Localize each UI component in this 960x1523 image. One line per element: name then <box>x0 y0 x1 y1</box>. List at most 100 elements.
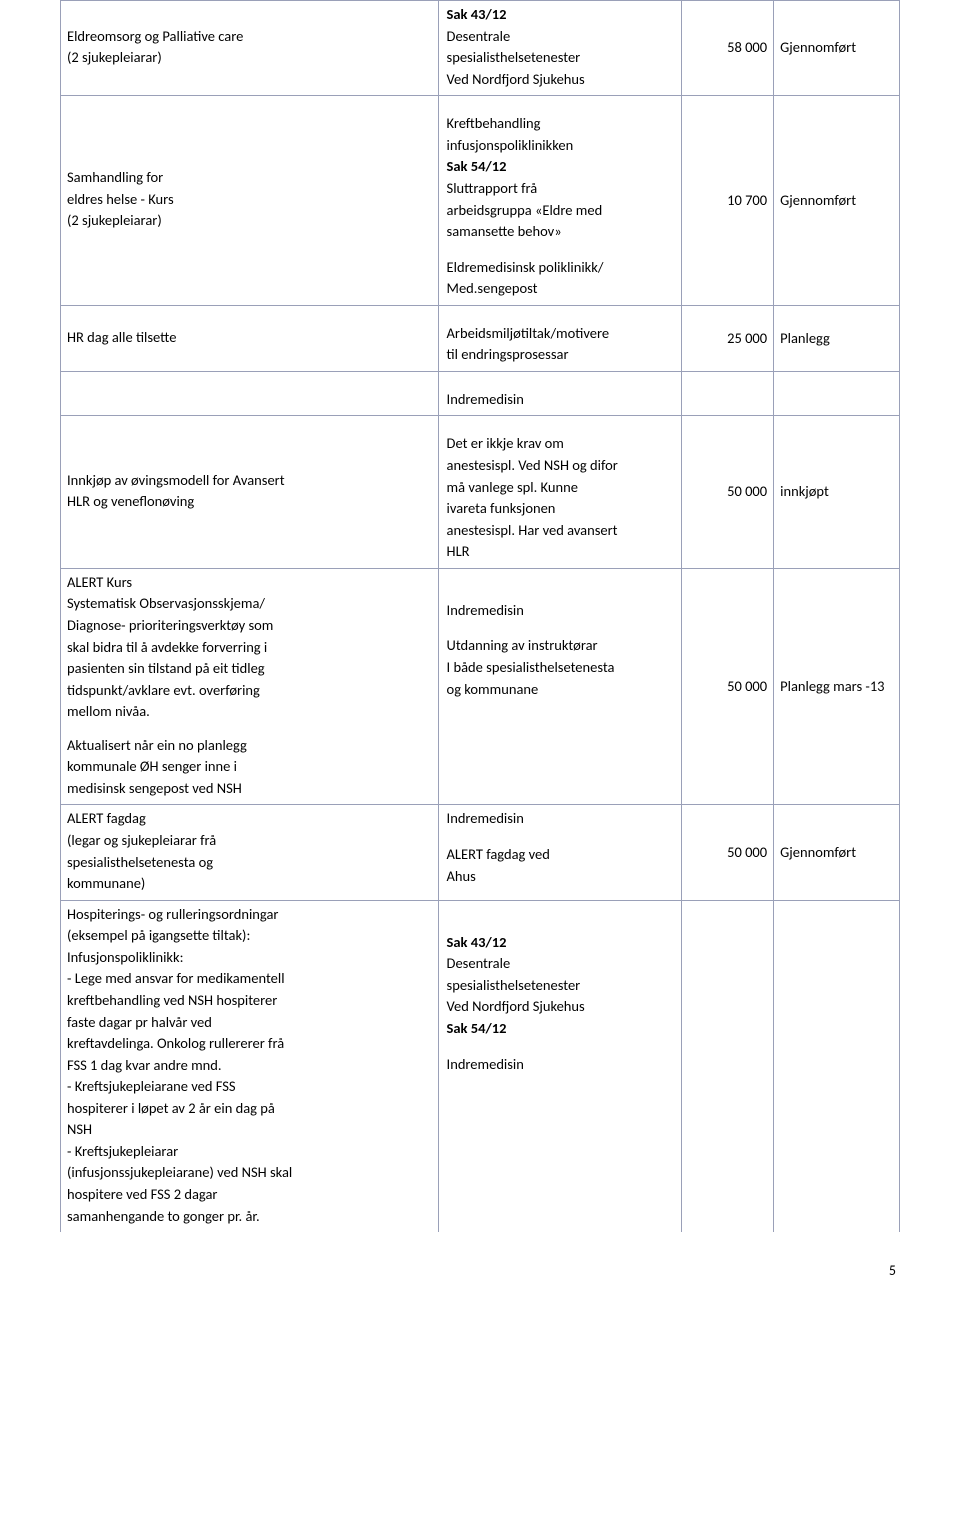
table-row: Indremedisin <box>61 371 900 416</box>
page-number: 5 <box>60 1262 900 1279</box>
cell-col2: Indremedisin <box>438 371 681 416</box>
cell-col2: Sak 43/12Desentralespesialisthelsetenest… <box>438 900 681 1232</box>
table-row: Eldreomsorg og Palliative care(2 sjukepl… <box>61 1 900 96</box>
cell-amount <box>681 900 773 1232</box>
cell-col2: Sak 43/12Desentralespesialisthelsetenest… <box>438 1 681 96</box>
text-line: spesialisthelsetenesta og <box>67 853 432 873</box>
cell-col1: Eldreomsorg og Palliative care(2 sjukepl… <box>61 1 439 96</box>
text-line: samansette behov» <box>447 222 675 242</box>
text-line: (legar og sjukepleiarar frå <box>67 831 432 851</box>
document-table: Eldreomsorg og Palliative care(2 sjukepl… <box>60 0 900 1232</box>
spacer <box>447 905 675 919</box>
text-line: ALERT fagdag <box>67 809 432 829</box>
text-line: Samhandling for <box>67 168 432 188</box>
text-line: skal bidra til å avdekke forverring i <box>67 638 432 658</box>
cell-col2: KreftbehandlinginfusjonspoliklinikkenSak… <box>438 96 681 306</box>
text-line: ALERT fagdag ved <box>447 845 675 865</box>
text-line: anestesispl. Har ved avansert <box>447 521 675 541</box>
spacer <box>447 376 675 390</box>
text-line: kreftbehandling ved NSH hospiterer <box>67 991 432 1011</box>
text-line: HLR og veneflonøving <box>67 492 432 512</box>
spacer <box>447 244 675 258</box>
text-line: (2 sjukepleiarar) <box>67 48 432 68</box>
text-line: Sak 43/12 <box>447 933 675 953</box>
text-line: Arbeidsmiljøtiltak/motivere <box>447 324 675 344</box>
text-line: Desentrale <box>447 27 675 47</box>
spacer <box>447 1041 675 1055</box>
cell-status: Gjennomført <box>774 805 900 900</box>
text-line: ivareta funksjonen <box>447 499 675 519</box>
text-line: Ahus <box>447 867 675 887</box>
cell-col1: Samhandling foreldres helse - Kurs(2 sju… <box>61 96 439 306</box>
text-line: kreftavdelinga. Onkolog rullererer frå <box>67 1034 432 1054</box>
cell-col1: ALERT fagdag(legar og sjukepleiarar frås… <box>61 805 439 900</box>
cell-col2: IndremedisinALERT fagdag vedAhus <box>438 805 681 900</box>
text-line: ALERT Kurs <box>67 573 432 593</box>
text-line: HR dag alle tilsette <box>67 328 432 348</box>
cell-amount: 58 000 <box>681 1 773 96</box>
text-line: Indremedisin <box>447 390 675 410</box>
text-line: medisinsk sengepost ved NSH <box>67 779 432 799</box>
cell-amount: 25 000 <box>681 305 773 371</box>
text-line: og kommunane <box>447 680 675 700</box>
text-line: - Kreftsjukepleiarane ved FSS <box>67 1077 432 1097</box>
text-line: spesialisthelsetenester <box>447 48 675 68</box>
text-line: Det er ikkje krav om <box>447 434 675 454</box>
text-line: Med.sengepost <box>447 279 675 299</box>
text-line: NSH <box>67 1120 432 1140</box>
text-line: Eldreomsorg og Palliative care <box>67 27 432 47</box>
text-line: eldres helse - Kurs <box>67 190 432 210</box>
spacer <box>447 919 675 933</box>
text-line: Ved Nordfjord Sjukehus <box>447 997 675 1017</box>
cell-col2: IndremedisinUtdanning av instruktørarI b… <box>438 568 681 805</box>
text-line: til endringsprosessar <box>447 345 675 365</box>
cell-status: Gjennomført <box>774 96 900 306</box>
text-line <box>67 376 432 386</box>
text-line: FSS 1 dag kvar andre mnd. <box>67 1056 432 1076</box>
text-line: pasienten sin tilstand på eit tidleg <box>67 659 432 679</box>
spacer <box>447 573 675 587</box>
table-row: Samhandling foreldres helse - Kurs(2 sju… <box>61 96 900 306</box>
text-line: kommunale ØH senger inne i <box>67 757 432 777</box>
cell-col1: Hospiterings- og rulleringsordningar(eks… <box>61 900 439 1232</box>
cell-status: Planlegg mars -13 <box>774 568 900 805</box>
spacer <box>447 310 675 324</box>
spacer <box>447 831 675 845</box>
text-line: Innkjøp av øvingsmodell for Avansert <box>67 471 432 491</box>
text-line: kommunane) <box>67 874 432 894</box>
text-line <box>67 724 432 734</box>
text-line: - Lege med ansvar for medikamentell <box>67 969 432 989</box>
text-line: Utdanning av instruktørar <box>447 636 675 656</box>
cell-col2: Det er ikkje krav omanestesispl. Ved NSH… <box>438 416 681 568</box>
text-line: Eldremedisinsk poliklinikk/ <box>447 258 675 278</box>
text-line: må vanlege spl. Kunne <box>447 478 675 498</box>
cell-status <box>774 900 900 1232</box>
text-line: Infusjonspoliklinikk: <box>67 948 432 968</box>
text-line: Indremedisin <box>447 1055 675 1075</box>
cell-status: Planlegg <box>774 305 900 371</box>
text-line: (infusjonssjukepleiarane) ved NSH skal <box>67 1163 432 1183</box>
text-line: Kreftbehandling <box>447 114 675 134</box>
text-line: Indremedisin <box>447 601 675 621</box>
text-line: arbeidsgruppa «Eldre med <box>447 201 675 221</box>
cell-col1: HR dag alle tilsette <box>61 305 439 371</box>
cell-status: innkjøpt <box>774 416 900 568</box>
table-row: HR dag alle tilsette Arbeidsmiljøtiltak/m… <box>61 305 900 371</box>
spacer <box>447 622 675 636</box>
cell-amount: 50 000 <box>681 805 773 900</box>
cell-col1: Innkjøp av øvingsmodell for AvansertHLR … <box>61 416 439 568</box>
cell-amount: 10 700 <box>681 96 773 306</box>
text-line: Aktualisert når ein no planlegg <box>67 736 432 756</box>
cell-status: Gjennomført <box>774 1 900 96</box>
text-line: infusjonspoliklinikken <box>447 136 675 156</box>
text-line: spesialisthelsetenester <box>447 976 675 996</box>
text-line: mellom nivåa. <box>67 702 432 722</box>
cell-amount: 50 000 <box>681 568 773 805</box>
table-row: Innkjøp av øvingsmodell for AvansertHLR … <box>61 416 900 568</box>
text-line: Sak 43/12 <box>447 5 675 25</box>
text-line: - Kreftsjukepleiarar <box>67 1142 432 1162</box>
text-line: Sak 54/12 <box>447 1019 675 1039</box>
cell-status <box>774 371 900 416</box>
text-line: Desentrale <box>447 954 675 974</box>
text-line: hospiterer i løpet av 2 år ein dag på <box>67 1099 432 1119</box>
